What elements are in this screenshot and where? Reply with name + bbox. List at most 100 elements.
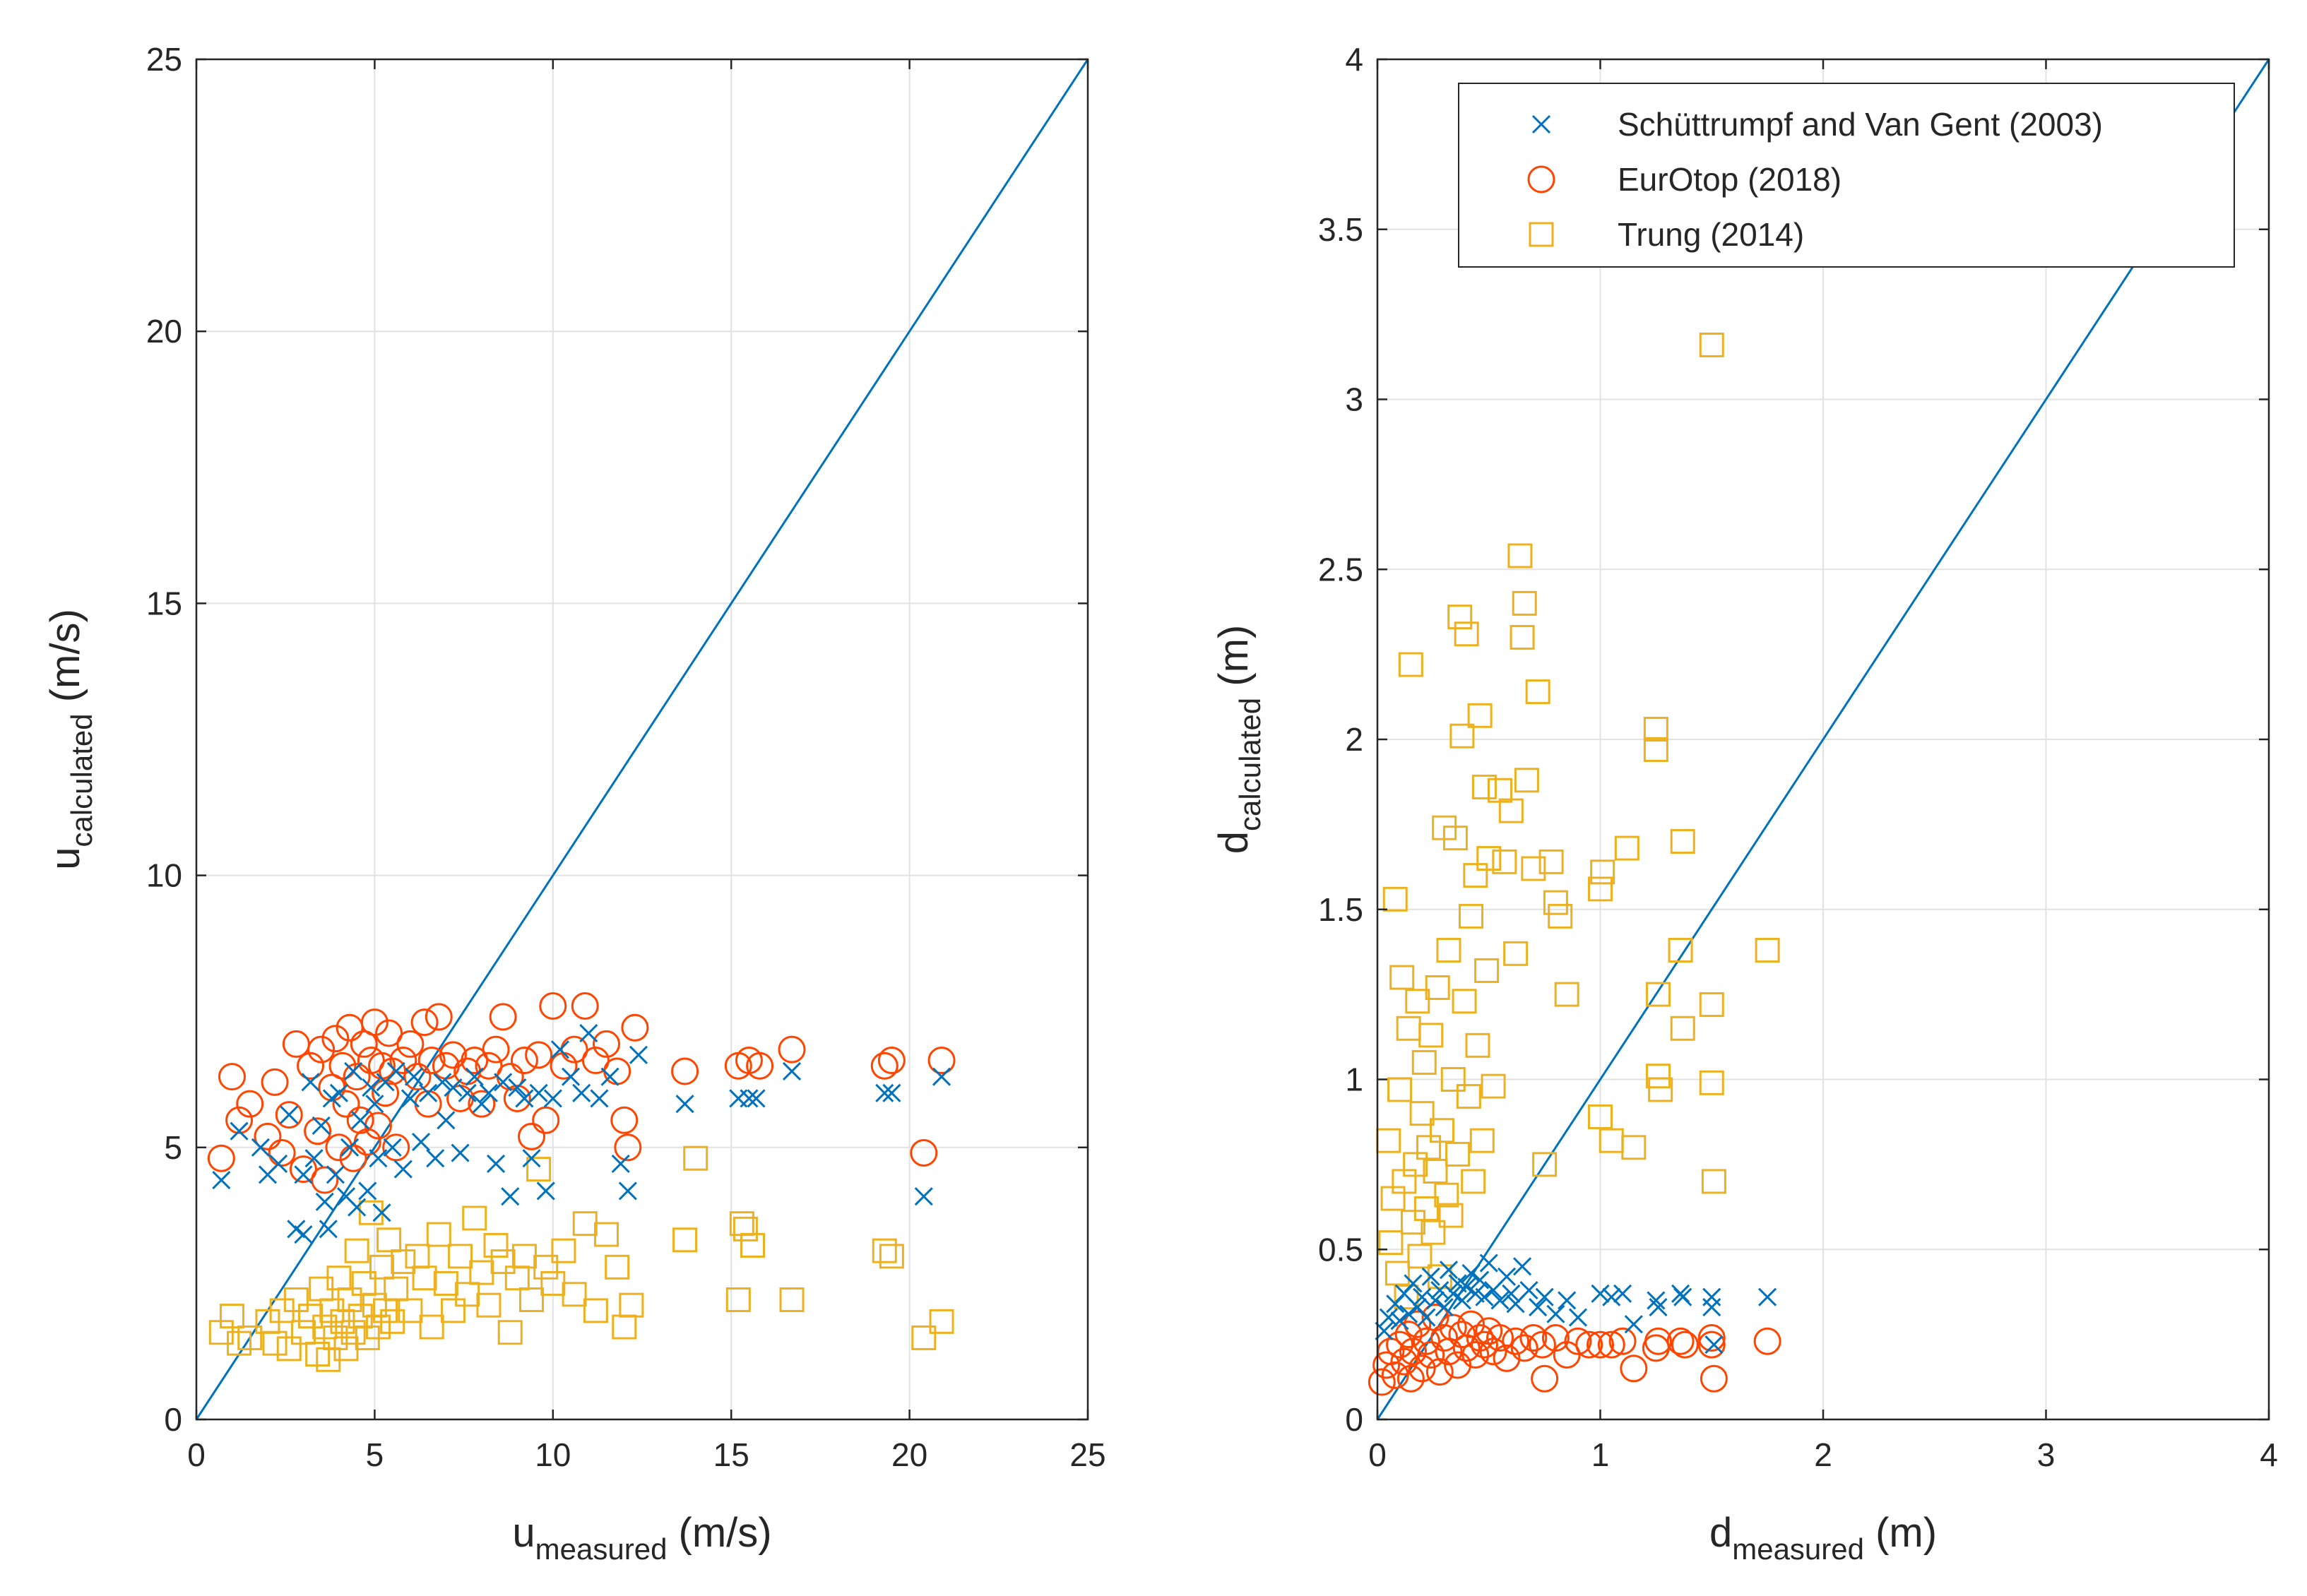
depth-trung-point xyxy=(1405,989,1430,1014)
depth-trung-point xyxy=(1413,1196,1439,1221)
velocity-schuttrumpf-point xyxy=(782,1061,802,1081)
depth-trung-point xyxy=(1461,1169,1486,1194)
depth-trung-point xyxy=(1514,768,1539,793)
velocity-trung-point xyxy=(369,1254,394,1280)
depth-trung-point xyxy=(1510,625,1535,650)
depth-trung-point xyxy=(1409,1101,1435,1126)
legend-entry-eurotop: EurOtop (2018) xyxy=(1527,161,1842,198)
depth-schuttrumpf-point xyxy=(1399,1304,1418,1323)
depth-trung-point xyxy=(1447,605,1473,630)
velocity-eurotop-point xyxy=(877,1047,906,1075)
velocity-y-tick-label: 20 xyxy=(146,313,182,350)
depth-schuttrumpf-point xyxy=(1490,1291,1510,1310)
velocity-trung-point xyxy=(619,1292,644,1318)
velocity-schuttrumpf-point xyxy=(230,1121,249,1141)
depth-eurotop-point xyxy=(1697,1323,1726,1352)
depth-eurotop-point xyxy=(1470,1330,1498,1359)
velocity-schuttrumpf-point xyxy=(301,1073,320,1092)
velocity-schuttrumpf-point xyxy=(501,1187,520,1206)
velocity-eurotop-point xyxy=(910,1139,938,1167)
velocity-schuttrumpf-point xyxy=(294,1225,313,1244)
depth-schuttrumpf-point xyxy=(1457,1278,1476,1297)
velocity-trung-point xyxy=(365,1314,391,1340)
depth-schuttrumpf-point xyxy=(1444,1284,1463,1303)
velocity-trung-point xyxy=(551,1238,576,1263)
depth-trung-point xyxy=(1387,1077,1413,1102)
legend-label-trung: Trung (2014) xyxy=(1618,216,1804,253)
depth-schuttrumpf-point xyxy=(1535,1287,1554,1306)
velocity-schuttrumpf-point xyxy=(882,1083,901,1102)
depth-schuttrumpf-point xyxy=(1390,1311,1409,1330)
velocity-eurotop-point xyxy=(236,1090,264,1118)
depth-trung-point xyxy=(1452,989,1477,1014)
depth-schuttrumpf-point xyxy=(1421,1267,1440,1286)
velocity-trung-point xyxy=(344,1238,369,1263)
depth-eurotop-point xyxy=(1697,1330,1726,1359)
depth-eurotop-point xyxy=(1753,1327,1781,1355)
velocity-schuttrumpf-point xyxy=(444,1078,463,1097)
depth-schuttrumpf-point xyxy=(1613,1284,1632,1303)
velocity-schuttrumpf-point xyxy=(579,1023,598,1043)
velocity-schuttrumpf-point xyxy=(386,1061,405,1081)
velocity-eurotop-point xyxy=(289,1155,317,1184)
velocity-schuttrumpf-point xyxy=(508,1078,527,1097)
depth-schuttrumpf-point xyxy=(1513,1257,1532,1276)
velocity-schuttrumpf-point xyxy=(348,1198,367,1217)
depth-trung-point xyxy=(1476,846,1502,871)
velocity-trung-point xyxy=(290,1320,316,1345)
velocity-trung-point xyxy=(412,1266,437,1291)
depth-y-tick-label: 1.5 xyxy=(1318,891,1363,928)
velocity-schuttrumpf-point xyxy=(875,1083,894,1102)
depth-y-axis-label: dcalculated (m) xyxy=(1211,625,1267,854)
velocity-schuttrumpf-point xyxy=(536,1181,555,1201)
velocity-trung-point xyxy=(426,1222,451,1247)
velocity-y-tick-label: 15 xyxy=(146,585,182,621)
depth-trung-point xyxy=(1400,1210,1425,1235)
depth-trung-point xyxy=(1398,652,1423,677)
velocity-schuttrumpf-point xyxy=(740,1089,759,1108)
velocity-eurotop-point xyxy=(275,1101,303,1129)
velocity-eurotop-point xyxy=(870,1052,899,1080)
velocity-eurotop-point xyxy=(321,1025,350,1053)
depth-schuttrumpf-point xyxy=(1704,1335,1724,1354)
depth-schuttrumpf-point xyxy=(1647,1291,1666,1310)
depth-trung-point xyxy=(1699,1070,1724,1095)
velocity-eurotop-point xyxy=(417,1047,446,1075)
velocity-eurotop-point xyxy=(372,1079,400,1107)
velocity-eurotop-point xyxy=(403,1063,432,1091)
depth-trung-point xyxy=(1456,1084,1481,1109)
velocity-eurotop-point xyxy=(439,1041,467,1069)
velocity-trung-point xyxy=(419,1314,444,1340)
depth-schuttrumpf-point xyxy=(1673,1287,1692,1306)
velocity-y-tick-label: 0 xyxy=(164,1401,182,1438)
depth-eurotop-point xyxy=(1671,1330,1699,1359)
depth-schuttrumpf-point xyxy=(1452,1291,1471,1310)
velocity-schuttrumpf-point xyxy=(515,1089,534,1108)
depth-schuttrumpf-point xyxy=(1558,1291,1577,1310)
depth-y-tick-label: 0 xyxy=(1345,1401,1363,1438)
depth-trung-point xyxy=(1445,1141,1471,1167)
velocity-eurotop-point xyxy=(261,1068,289,1096)
depth-schuttrumpf-point xyxy=(1471,1270,1490,1290)
depth-trung-point xyxy=(1465,1032,1490,1058)
depth-schuttrumpf-point xyxy=(1479,1253,1498,1273)
velocity-schuttrumpf-point xyxy=(629,1045,648,1064)
depth-schuttrumpf-point xyxy=(1519,1280,1538,1300)
depth-trung-point xyxy=(1538,849,1564,874)
velocity-axes-box xyxy=(195,58,1089,1421)
velocity-eurotop-point xyxy=(503,1084,531,1112)
depth-eurotop-point xyxy=(1575,1330,1603,1359)
velocity-eurotop-point xyxy=(778,1035,806,1064)
velocity-markers xyxy=(207,991,956,1372)
velocity-eurotop-point xyxy=(325,1133,353,1162)
depth-y-tick-label: 3 xyxy=(1345,381,1363,418)
depth-trung-point xyxy=(1459,903,1484,929)
depth-schuttrumpf-point xyxy=(1624,1315,1643,1334)
velocity-eurotop-point xyxy=(225,1106,254,1134)
velocity-eurotop-point xyxy=(532,1106,560,1134)
velocity-schuttrumpf-point xyxy=(494,1073,513,1092)
velocity-eurotop-point xyxy=(510,1047,538,1075)
depth-eurotop-point xyxy=(1519,1323,1548,1352)
depth-eurotop-point xyxy=(1396,1364,1425,1393)
